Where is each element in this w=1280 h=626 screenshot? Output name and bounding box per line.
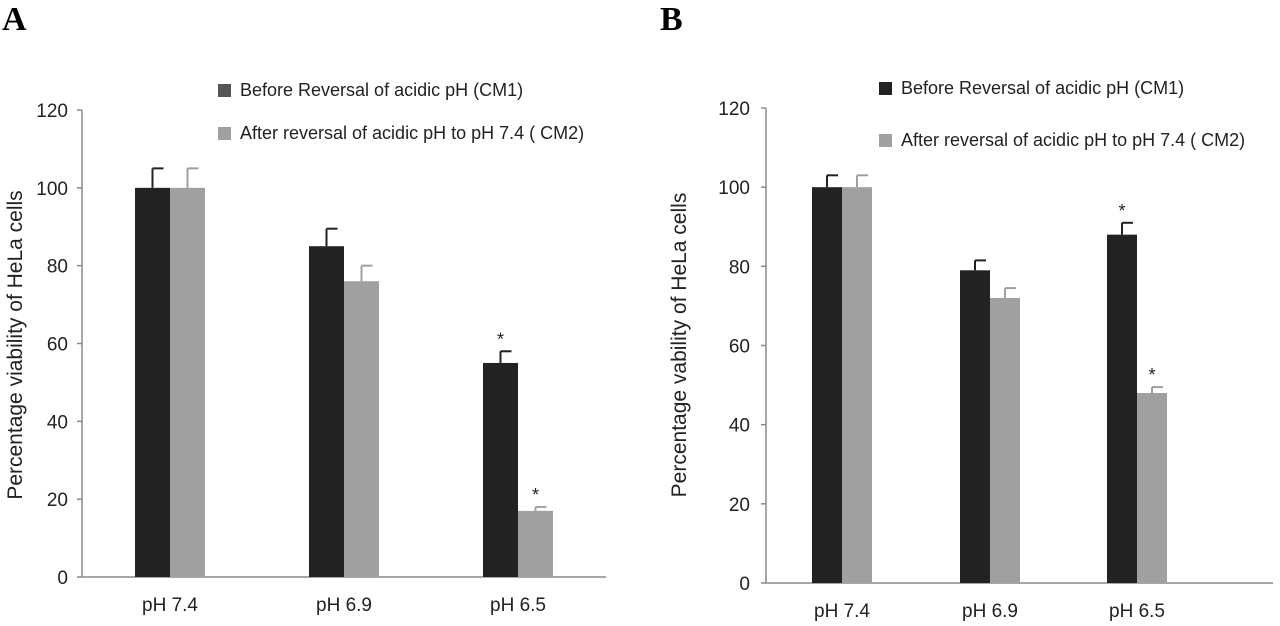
chart1-bar <box>842 187 872 583</box>
chart1-bar <box>1137 393 1167 583</box>
chart0-y-tick-label: 120 <box>36 101 68 122</box>
chart0-significance-marker: * <box>532 485 539 505</box>
chart0-x-tick-label: pH 7.4 <box>142 595 198 616</box>
chart0-y-tick-label: 80 <box>47 257 68 278</box>
chart0-y-axis-label: Percentage viability of HeLa cells <box>4 190 27 499</box>
chart0-legend-swatch <box>218 84 231 97</box>
chart0-significance-marker: * <box>497 329 504 349</box>
chart1-x-tick-label: pH 6.9 <box>962 601 1018 622</box>
chart1-significance-marker: * <box>1148 365 1155 385</box>
chart1-legend-swatch <box>879 82 892 95</box>
chart1-legend-label: Before Reversal of acidic pH (CM1) <box>901 78 1184 98</box>
chart1-x-tick-label: pH 7.4 <box>814 601 870 622</box>
chart0-panel-label: A <box>2 1 27 38</box>
chart0-y-tick-label: 100 <box>36 179 68 200</box>
chart1-x-tick-label: pH 6.5 <box>1109 601 1165 622</box>
chart0-bar <box>309 246 344 578</box>
chart1-y-axis-label: Percentage vability of HeLa cells <box>668 193 691 498</box>
chart0-legend-label: After reversal of acidic pH to pH 7.4 ( … <box>240 123 584 143</box>
chart0-y-tick-label: 0 <box>57 568 68 589</box>
chart1-y-tick-label: 100 <box>718 178 750 199</box>
chart0-bar <box>170 187 205 578</box>
chart1-y-tick-label: 20 <box>729 495 750 516</box>
chart1-bar <box>812 187 842 583</box>
chart0-bar <box>483 362 518 577</box>
chart0-bar <box>135 187 170 578</box>
chart0-legend-label: Before Reversal of acidic pH (CM1) <box>240 80 523 100</box>
chart1-y-tick-label: 120 <box>718 99 750 120</box>
chart0-bar <box>344 281 379 577</box>
chart0-y-tick-label: 40 <box>47 412 68 433</box>
chart1-bar <box>990 298 1020 583</box>
chart0-y-tick-label: 20 <box>47 490 68 511</box>
chart1-bar <box>1107 234 1137 583</box>
chart1-significance-marker: * <box>1118 201 1125 221</box>
chart0-legend-swatch <box>218 127 231 140</box>
chart0-y-tick-label: 60 <box>47 335 68 356</box>
chart0-x-tick-label: pH 6.9 <box>316 595 372 616</box>
chart1-legend-label: After reversal of acidic pH to pH 7.4 ( … <box>901 130 1245 150</box>
chart1-y-tick-label: 60 <box>729 337 750 358</box>
chart0-bar <box>518 510 553 577</box>
chart1-y-tick-label: 80 <box>729 257 750 278</box>
chart1-y-tick-label: 40 <box>729 416 750 437</box>
chart1-bar <box>960 270 990 583</box>
chart1-legend-swatch <box>879 134 892 147</box>
chart1-y-tick-label: 0 <box>739 574 750 595</box>
chart0-x-tick-label: pH 6.5 <box>490 595 546 616</box>
chart1-panel-label: B <box>660 1 683 38</box>
